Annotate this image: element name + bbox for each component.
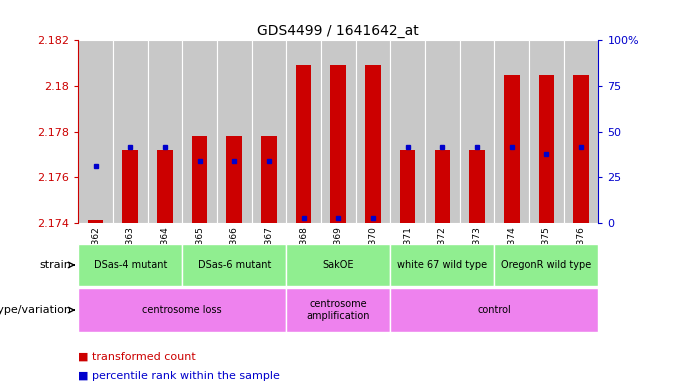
FancyBboxPatch shape bbox=[390, 244, 494, 286]
Bar bbox=[192, 136, 207, 223]
FancyBboxPatch shape bbox=[113, 40, 148, 223]
FancyBboxPatch shape bbox=[286, 244, 390, 286]
Text: GSM864374: GSM864374 bbox=[507, 227, 516, 281]
Bar bbox=[435, 150, 450, 223]
Text: GSM864368: GSM864368 bbox=[299, 227, 308, 281]
Text: GSM864362: GSM864362 bbox=[91, 227, 100, 281]
Text: DSas-4 mutant: DSas-4 mutant bbox=[94, 260, 167, 270]
Bar bbox=[504, 74, 520, 223]
Text: GSM864371: GSM864371 bbox=[403, 227, 412, 281]
FancyBboxPatch shape bbox=[321, 40, 356, 223]
FancyBboxPatch shape bbox=[78, 244, 182, 286]
FancyBboxPatch shape bbox=[286, 288, 390, 332]
Text: white 67 wild type: white 67 wild type bbox=[397, 260, 488, 270]
Text: GSM864364: GSM864364 bbox=[160, 227, 169, 281]
Bar bbox=[88, 220, 103, 223]
Bar bbox=[157, 150, 173, 223]
FancyBboxPatch shape bbox=[390, 288, 598, 332]
Text: GSM864363: GSM864363 bbox=[126, 227, 135, 281]
Text: GSM864366: GSM864366 bbox=[230, 227, 239, 281]
Bar bbox=[226, 136, 242, 223]
FancyBboxPatch shape bbox=[390, 40, 425, 223]
FancyBboxPatch shape bbox=[78, 40, 113, 223]
Bar bbox=[365, 65, 381, 223]
Bar bbox=[573, 74, 589, 223]
Text: ■ transformed count: ■ transformed count bbox=[78, 352, 196, 362]
Bar bbox=[261, 136, 277, 223]
Text: centrosome loss: centrosome loss bbox=[142, 305, 222, 315]
Text: GSM864372: GSM864372 bbox=[438, 227, 447, 281]
Text: GSM864369: GSM864369 bbox=[334, 227, 343, 281]
FancyBboxPatch shape bbox=[356, 40, 390, 223]
FancyBboxPatch shape bbox=[494, 40, 529, 223]
FancyBboxPatch shape bbox=[182, 40, 217, 223]
Text: GSM864376: GSM864376 bbox=[577, 227, 585, 281]
Text: GSM864375: GSM864375 bbox=[542, 227, 551, 281]
Text: SakOE: SakOE bbox=[322, 260, 354, 270]
Text: control: control bbox=[477, 305, 511, 315]
Bar bbox=[330, 65, 346, 223]
FancyBboxPatch shape bbox=[252, 40, 286, 223]
Text: GSM864370: GSM864370 bbox=[369, 227, 377, 281]
FancyBboxPatch shape bbox=[494, 244, 598, 286]
FancyBboxPatch shape bbox=[286, 40, 321, 223]
Title: GDS4499 / 1641642_at: GDS4499 / 1641642_at bbox=[258, 24, 419, 38]
Text: GSM864367: GSM864367 bbox=[265, 227, 273, 281]
FancyBboxPatch shape bbox=[564, 40, 598, 223]
FancyBboxPatch shape bbox=[460, 40, 494, 223]
FancyBboxPatch shape bbox=[148, 40, 182, 223]
Bar bbox=[539, 74, 554, 223]
Bar bbox=[400, 150, 415, 223]
Text: centrosome
amplification: centrosome amplification bbox=[307, 299, 370, 321]
Text: GSM864365: GSM864365 bbox=[195, 227, 204, 281]
Text: GSM864373: GSM864373 bbox=[473, 227, 481, 281]
Bar bbox=[122, 150, 138, 223]
FancyBboxPatch shape bbox=[425, 40, 460, 223]
Text: ■ percentile rank within the sample: ■ percentile rank within the sample bbox=[78, 371, 280, 381]
Text: OregonR wild type: OregonR wild type bbox=[501, 260, 592, 270]
Text: genotype/variation: genotype/variation bbox=[0, 305, 71, 315]
Text: strain: strain bbox=[39, 260, 71, 270]
Bar bbox=[469, 150, 485, 223]
Text: DSas-6 mutant: DSas-6 mutant bbox=[198, 260, 271, 270]
FancyBboxPatch shape bbox=[529, 40, 564, 223]
FancyBboxPatch shape bbox=[78, 288, 286, 332]
FancyBboxPatch shape bbox=[182, 244, 286, 286]
FancyBboxPatch shape bbox=[217, 40, 252, 223]
Bar bbox=[296, 65, 311, 223]
